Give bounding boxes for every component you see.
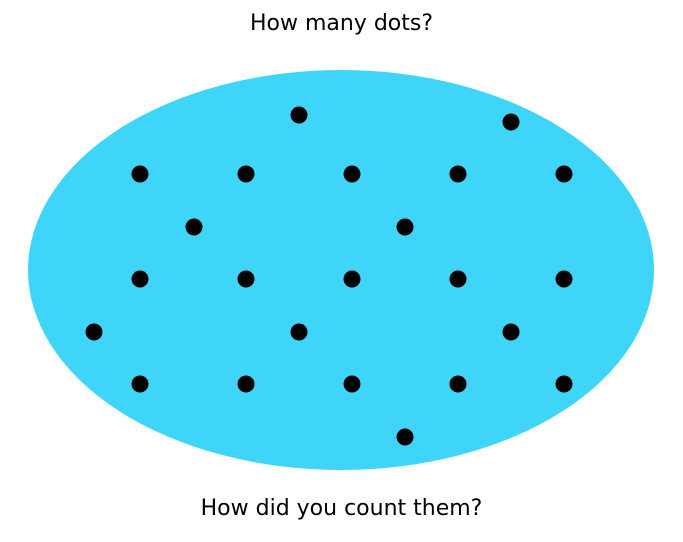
dot xyxy=(237,165,255,183)
dot xyxy=(502,323,520,341)
dot xyxy=(85,323,103,341)
dot xyxy=(555,165,573,183)
dots-group xyxy=(85,106,573,446)
dot xyxy=(343,165,361,183)
dot xyxy=(449,270,467,288)
dot xyxy=(131,375,149,393)
dot xyxy=(555,375,573,393)
dot xyxy=(185,218,203,236)
dot xyxy=(237,375,255,393)
dot xyxy=(449,165,467,183)
dot xyxy=(555,270,573,288)
dot xyxy=(396,428,414,446)
dot xyxy=(131,165,149,183)
dot xyxy=(343,270,361,288)
dot xyxy=(290,323,308,341)
dot xyxy=(502,113,520,131)
question-how-many-dots: How many dots? xyxy=(249,11,434,36)
blue-ellipse xyxy=(28,70,654,470)
question-how-did-you-count: How did you count them? xyxy=(200,496,483,521)
dot xyxy=(343,375,361,393)
dot xyxy=(396,218,414,236)
dot xyxy=(237,270,255,288)
dot xyxy=(290,106,308,124)
dot xyxy=(131,270,149,288)
dot xyxy=(449,375,467,393)
